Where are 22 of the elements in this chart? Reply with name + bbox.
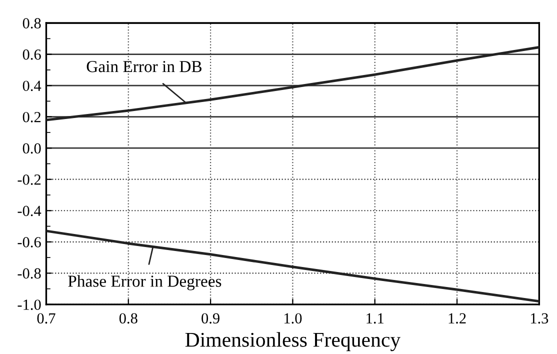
y-tick-label: 0.2: [22, 112, 41, 122]
annotation: Phase Error in Degrees: [68, 275, 222, 290]
y-tick-label: -1.0: [18, 300, 41, 310]
line-series: [46, 230, 540, 303]
x-tick-label: 1.3: [530, 313, 548, 324]
x-axis-title: Dimensionless Frequency: [185, 332, 401, 352]
y-tick-label: -0.4: [18, 206, 42, 216]
x-tick-label: 1.0: [284, 313, 302, 324]
x-tick-label: 0.7: [37, 313, 56, 324]
x-tick-label: 0.9: [202, 313, 220, 324]
y-tick-label: -0.8: [18, 268, 41, 279]
x-tick-label: 1.2: [448, 313, 466, 324]
line-series: [46, 46, 540, 122]
x-tick-label: 1.1: [366, 313, 384, 324]
y-tick-label: 0.8: [22, 18, 41, 29]
y-tick-label: 0.4: [22, 80, 42, 92]
y-tick-label: 0.6: [22, 49, 41, 60]
y-tick-label: -0.6: [18, 237, 41, 248]
annotation: Gain Error in DB: [86, 61, 202, 72]
y-tick-label: 0.0: [22, 143, 41, 154]
y-tick-label: -0.2: [18, 174, 41, 185]
x-tick-label: 0.8: [119, 313, 138, 324]
